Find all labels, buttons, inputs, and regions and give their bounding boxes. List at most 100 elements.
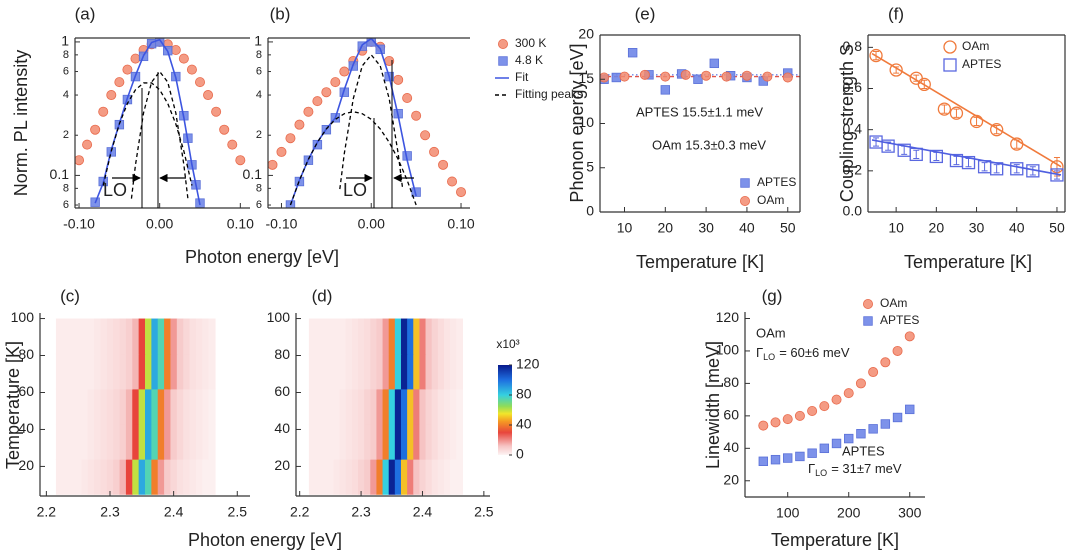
heatmap-cell [443,459,451,495]
marker [660,71,671,82]
y-tick-label: 6 [256,199,262,211]
heatmap-cell [208,388,216,425]
heatmap-cell [450,388,457,425]
x-tick-label: 100 [776,505,800,521]
heatmap-cell [106,388,114,425]
legend-label: Fit [515,70,529,84]
marker [411,110,422,121]
heatmap-cell [164,318,172,355]
panel-label: (c) [60,286,80,305]
annotation-subscript: LO [763,352,775,362]
heatmap-cell [376,459,384,495]
heatmap-cell [388,353,396,390]
heatmap-cell [315,459,322,495]
marker [456,187,467,198]
line-series [339,53,404,190]
heatmap-cell [351,388,359,425]
marker [782,72,793,83]
heatmap-cell [94,388,102,425]
heatmap-cell [339,388,347,425]
x-tick-label: 50 [1049,220,1065,236]
marker [420,130,431,141]
marker [807,405,818,416]
heatmap-cell [183,353,191,390]
legend-label: APTES [880,313,919,327]
x-tick-label: 10 [888,220,904,236]
heatmap-cell [339,353,347,390]
marker [741,70,752,81]
y-tick-label: 40 [18,420,34,436]
plot-area [75,38,246,208]
y-tick-label: 60 [18,383,34,399]
y-tick-label: 100 [11,309,35,325]
heatmap-cell [138,423,146,460]
heatmap-cell [75,388,82,425]
error-bar [933,151,940,162]
heatmap-cell [308,423,316,460]
heatmap-cell [202,388,210,425]
heatmap-cell [315,353,322,390]
marker [227,139,238,150]
heatmap-cell [75,459,82,495]
heatmap-cell [351,353,359,390]
heatmap-cell [425,318,433,355]
heatmap-cell [345,388,353,425]
legend-label: OAm [757,193,784,207]
y-axis-label: Linewidth [meV] [703,341,723,469]
heatmap-cell [100,353,108,390]
heatmap-cell [145,388,152,425]
heatmap-cell [62,353,70,390]
marker [868,424,878,434]
marker [203,90,214,101]
heatmap-cell [151,318,159,355]
marker [498,56,508,66]
heatmap-cell [456,388,463,425]
y-tick-label: 60 [274,383,290,399]
annotation: ΓLO = 60±6 meV [756,345,850,362]
line-series [289,38,417,206]
marker [330,77,341,88]
marker [680,69,691,80]
plot-area [758,331,915,466]
marker [639,69,650,80]
marker [497,39,508,50]
y-tick-label: 0.2 [843,162,863,178]
heatmap-cell [413,388,420,425]
heatmap-cell [202,423,210,460]
heatmap-cell [145,353,152,390]
heatmap-cell [132,318,140,355]
heatmap-cell [382,353,390,390]
heatmap-cell [195,353,203,390]
heatmap-cell [138,353,146,390]
plot-area [268,38,467,208]
heatmap-cell [388,423,396,460]
heatmap-cell [202,459,210,495]
y-tick-label: 1 [254,33,262,49]
heatmap-cell [87,353,95,390]
heatmap-cell [450,459,457,495]
marker [929,149,943,164]
heatmap-cell [68,318,76,355]
marker [130,53,141,64]
heatmap-cell [176,318,184,355]
x-tick-label: 2.3 [100,504,120,520]
heatmap-cell [87,423,95,460]
y-tick-label: 15 [578,70,594,86]
heatmap-cell [113,459,121,495]
heatmap-cell [388,459,396,495]
heatmap-cell [351,318,359,355]
heatmap-cell [413,353,420,390]
marker [701,70,712,81]
error-bar [901,145,908,155]
y-tick-label: 0.6 [843,79,863,95]
x-tick-label: 0.10 [447,216,474,232]
heatmap-cell [164,423,172,460]
marker [122,64,133,75]
error-bar [913,149,920,159]
heatmap-cell [87,318,95,355]
heatmap-cell [68,388,76,425]
y-tick-label: 2 [256,129,262,141]
heatmap-cell [327,459,335,495]
x-tick-label: 2.5 [474,504,494,520]
legend-label: 300 K [515,36,546,50]
